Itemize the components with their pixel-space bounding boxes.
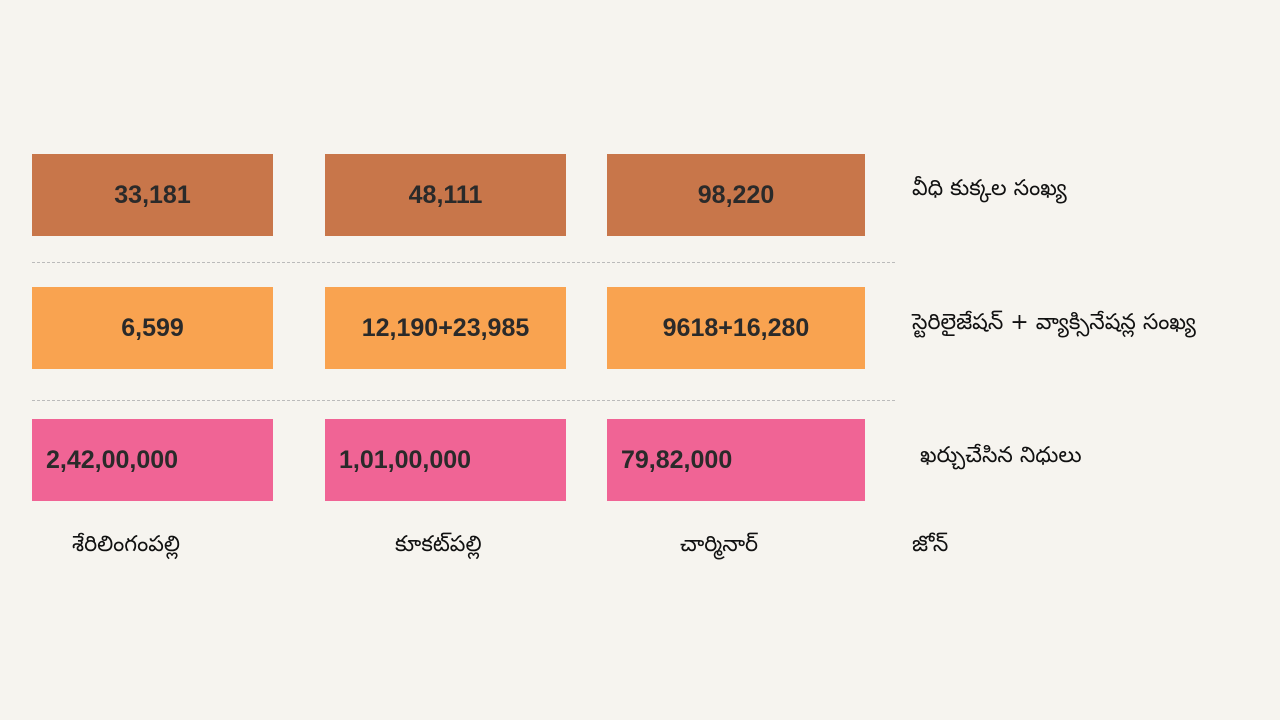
funds-kukatpally: 1,01,00,000 [325,419,566,501]
zone-label-charminar: చార్మినార్ [680,532,759,557]
zone-label-kukatpally: కూకట్‌పల్లి [395,532,482,557]
row-label-dogs-count: వీధి కుక్కల సంఖ్య [912,176,1067,201]
sterilization-charminar: 9618+16,280 [607,287,865,369]
row-label-sterilization: స్టెరిలైజేషన్ + వ్యాక్సినేషన్ల సంఖ్య [912,310,1196,335]
dogs-count-charminar: 98,220 [607,154,865,236]
funds-charminar: 79,82,000 [607,419,865,501]
funds-sherilingampally: 2,42,00,000 [32,419,273,501]
row-divider [32,400,895,401]
dogs-count-sherilingampally: 33,181 [32,154,273,236]
sterilization-sherilingampally: 6,599 [32,287,273,369]
zone-header: జోన్ [912,532,949,557]
row-label-funds: ఖర్చుచేసిన నిధులు [920,443,1082,468]
sterilization-kukatpally: 12,190+23,985 [325,287,566,369]
zone-label-sherilingampally: శేరిలింగంపల్లి [72,532,180,557]
row-divider [32,262,895,263]
dogs-count-kukatpally: 48,111 [325,154,566,236]
